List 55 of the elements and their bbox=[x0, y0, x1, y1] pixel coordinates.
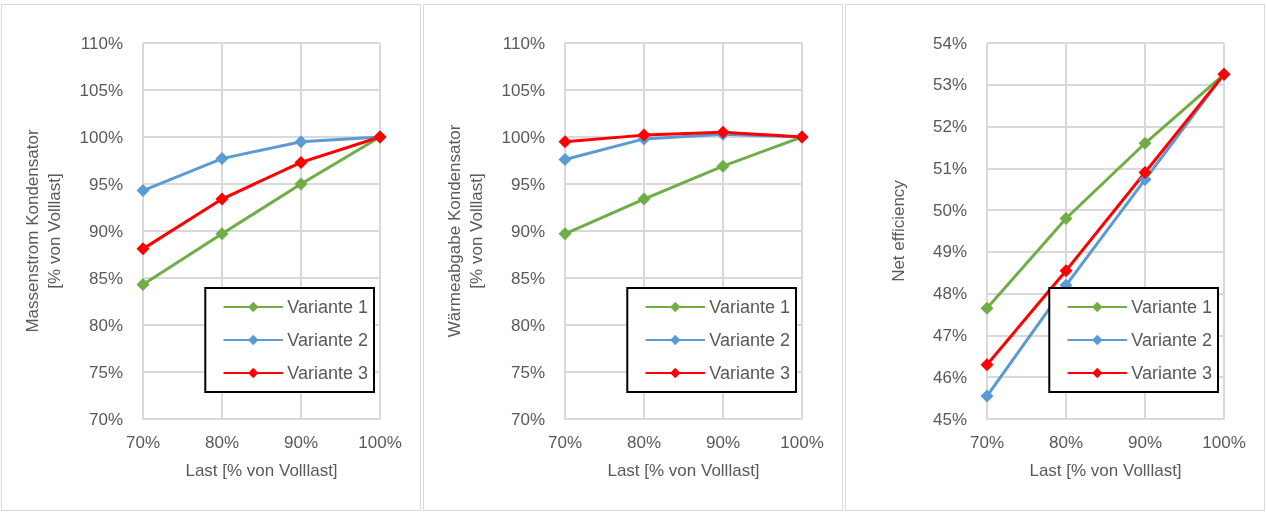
y-tick-label: 90% bbox=[88, 221, 123, 241]
x-tick-label: 80% bbox=[1048, 433, 1084, 452]
x-tick-label: 70% bbox=[125, 433, 161, 452]
legend-label: Variante 3 bbox=[709, 363, 790, 383]
y-axis-title: Massenstrom Kondensator [% von Volllast] bbox=[22, 129, 64, 333]
y-tick-label: 95% bbox=[88, 174, 123, 194]
y-tick-label: 48% bbox=[932, 284, 967, 304]
y-tick-label: 100% bbox=[501, 127, 545, 147]
legend-label: Variante 3 bbox=[1131, 363, 1212, 383]
x-tick-label: 80% bbox=[204, 433, 240, 452]
x-tick-label: 70% bbox=[969, 433, 1005, 452]
y-tick-label: 52% bbox=[932, 117, 967, 137]
y-tick-label: 70% bbox=[88, 409, 123, 429]
y-tick-label: 54% bbox=[932, 33, 967, 53]
y-tick-label: 47% bbox=[932, 325, 967, 345]
y-axis-title: Wärmeabgabe Kondensator [% von Volllast] bbox=[444, 124, 486, 338]
y-tick-label: 85% bbox=[88, 268, 123, 288]
legend-label: Variante 1 bbox=[709, 297, 790, 317]
x-tick-label: 100% bbox=[1202, 433, 1246, 452]
y-tick-label: 49% bbox=[932, 242, 967, 262]
x-tick-label: 90% bbox=[283, 433, 319, 452]
x-axis-title: Last [% von Volllast] bbox=[185, 461, 338, 480]
x-tick-label: 90% bbox=[705, 433, 741, 452]
y-tick-label: 70% bbox=[510, 409, 545, 429]
y-tick-label: 46% bbox=[932, 367, 967, 387]
y-tick-label: 110% bbox=[502, 33, 545, 53]
y-axis-title: Net efficiency bbox=[888, 179, 908, 282]
x-axis-title: Last [% von Volllast] bbox=[1029, 461, 1182, 480]
y-tick-label: 53% bbox=[932, 75, 967, 95]
x-tick-label: 100% bbox=[358, 433, 402, 452]
y-tick-label: 105% bbox=[501, 80, 545, 100]
y-tick-label: 75% bbox=[510, 362, 545, 382]
legend-label: Variante 2 bbox=[287, 330, 368, 350]
y-tick-label: 105% bbox=[79, 80, 123, 100]
y-tick-label: 50% bbox=[932, 200, 967, 220]
x-axis-title: Last [% von Volllast] bbox=[607, 461, 760, 480]
x-tick-label: 70% bbox=[547, 433, 583, 452]
y-tick-label: 85% bbox=[510, 268, 545, 288]
legend-label: Variante 3 bbox=[287, 363, 368, 383]
x-tick-label: 90% bbox=[1127, 433, 1163, 452]
legend-label: Variante 1 bbox=[1131, 297, 1212, 317]
y-tick-label: 80% bbox=[88, 315, 123, 335]
x-tick-label: 100% bbox=[780, 433, 824, 452]
y-tick-label: 80% bbox=[510, 315, 545, 335]
y-tick-label: 45% bbox=[932, 409, 967, 429]
y-tick-label: 51% bbox=[932, 158, 967, 178]
y-tick-label: 110% bbox=[80, 33, 123, 53]
y-tick-label: 95% bbox=[510, 174, 545, 194]
legend-label: Variante 1 bbox=[287, 297, 368, 317]
legend-label: Variante 2 bbox=[709, 330, 790, 350]
legend-label: Variante 2 bbox=[1131, 330, 1212, 350]
y-tick-label: 100% bbox=[79, 127, 123, 147]
x-tick-label: 80% bbox=[626, 433, 662, 452]
y-tick-label: 90% bbox=[510, 221, 545, 241]
y-tick-label: 75% bbox=[88, 362, 123, 382]
